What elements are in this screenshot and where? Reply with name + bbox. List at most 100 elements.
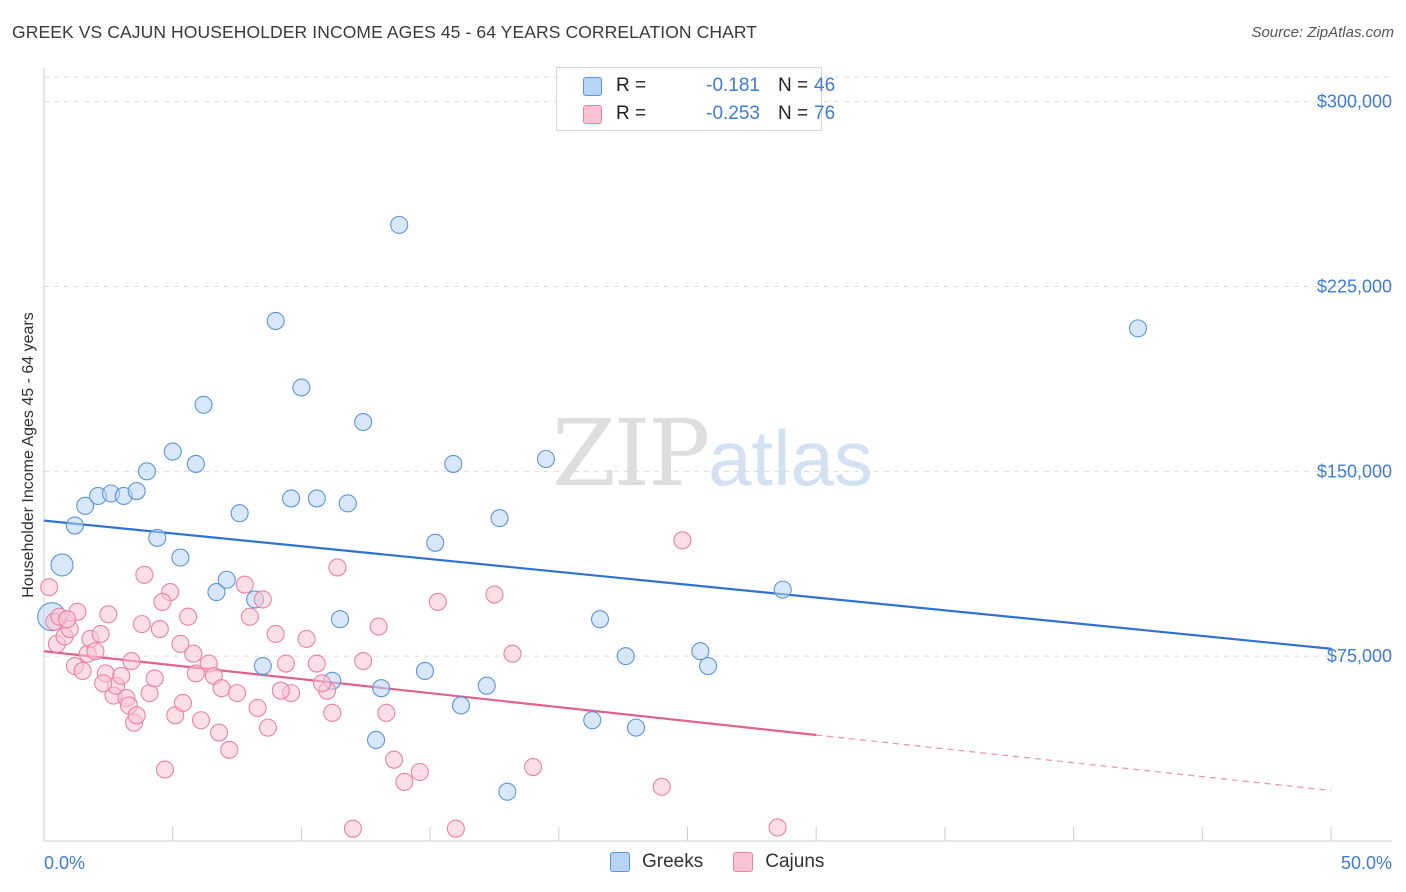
n-label: N =	[778, 75, 809, 96]
watermark: ZIPatlas	[552, 400, 873, 507]
legend-item-greeks[interactable]: Greeks	[610, 851, 703, 873]
y-tick-label: $75,000	[1327, 646, 1392, 666]
cajuns-point	[220, 740, 239, 759]
cajuns-point	[253, 590, 272, 609]
watermark-atlas: atlas	[708, 414, 873, 502]
greeks-point	[282, 489, 301, 508]
cajuns-point	[248, 698, 267, 717]
legend-row-greeks: R = -0.181 N = 46	[583, 72, 835, 100]
r-value: -0.253	[706, 103, 760, 124]
cajuns-point	[40, 578, 59, 597]
x-tick-label-min: 0.0%	[44, 853, 85, 873]
legend-label: Cajuns	[765, 851, 825, 872]
cajuns-point	[354, 652, 373, 671]
legend-row-cajuns: R = -0.253 N = 76	[583, 100, 835, 128]
cajuns-point	[235, 575, 254, 594]
cajuns-point	[271, 681, 290, 700]
cajuns-point	[212, 679, 231, 698]
cajuns-point	[228, 684, 247, 703]
data-points	[37, 215, 1147, 838]
trend-lines	[43, 519, 1332, 792]
cajuns-point	[485, 585, 504, 604]
greeks-point	[366, 730, 386, 750]
greeks-point	[292, 378, 311, 397]
cajuns-point	[132, 615, 151, 634]
cajuns-point	[150, 620, 169, 639]
greeks-trend-line	[43, 519, 1332, 650]
cajuns-point	[328, 558, 347, 577]
cajuns-point	[184, 644, 203, 663]
cajuns-point	[503, 644, 522, 663]
cajuns-point	[343, 819, 362, 838]
y-tick-label: $225,000	[1317, 276, 1392, 296]
greeks-point	[583, 711, 602, 730]
cajuns-point	[312, 674, 332, 693]
greeks-point	[171, 548, 190, 567]
greeks-point	[626, 718, 646, 737]
greeks-point	[186, 454, 205, 473]
greeks-point	[390, 215, 409, 234]
cajuns-point	[240, 607, 259, 626]
x-tick-label-max: 50.0%	[1341, 853, 1392, 873]
cajuns-point	[524, 758, 543, 777]
greeks-point	[536, 449, 555, 469]
greeks-point	[1128, 319, 1147, 338]
cajuns-point	[173, 693, 193, 713]
cajuns-point	[179, 607, 198, 626]
cajuns-point	[94, 674, 113, 693]
greeks-point	[217, 570, 236, 589]
greeks-point	[426, 533, 445, 552]
cajuns-point	[673, 531, 692, 550]
greeks-point	[372, 679, 391, 698]
greeks-point	[691, 642, 710, 661]
y-tick-label: $150,000	[1317, 461, 1392, 481]
greeks-point	[477, 676, 496, 695]
chart-title: GREEK VS CAJUN HOUSEHOLDER INCOME AGES 4…	[12, 22, 758, 42]
cajuns-point	[446, 819, 465, 838]
cajuns-point	[652, 777, 671, 796]
cajuns-point	[135, 565, 154, 584]
cajuns-trend-line	[43, 650, 817, 737]
cajuns-point	[385, 750, 404, 769]
stats-legend: R = -0.181 N = 46 R = -0.253 N = 76	[556, 67, 835, 131]
legend-item-cajuns[interactable]: Cajuns	[733, 851, 824, 873]
cajuns-point	[86, 642, 105, 661]
greeks-point	[207, 583, 226, 602]
legend-label: Greeks	[642, 851, 704, 872]
greeks-point	[266, 311, 285, 331]
watermark-zip: ZIP	[552, 400, 710, 507]
greeks-point	[330, 610, 350, 629]
cajuns-point	[99, 605, 118, 624]
y-axis-label: Householder Income Ages 45 - 64 years	[20, 312, 37, 598]
cajuns-point	[73, 661, 92, 680]
cajuns-trend-extension	[816, 734, 1332, 792]
cajuns-point	[127, 706, 146, 725]
cajuns-point	[395, 772, 414, 791]
greeks-point	[490, 509, 509, 528]
cajuns-point	[768, 818, 787, 837]
cajuns-swatch	[733, 852, 754, 872]
greeks-point	[773, 580, 792, 599]
cajuns-point	[369, 617, 388, 636]
gridlines	[44, 76, 1392, 657]
cajuns-point	[258, 718, 277, 737]
greeks-point	[451, 696, 471, 715]
cajuns-point	[323, 703, 342, 722]
r-label: R =	[616, 103, 647, 124]
cajuns-point	[155, 760, 175, 779]
cajuns-point	[153, 592, 172, 611]
cajuns-point	[377, 703, 396, 722]
axes	[43, 68, 1392, 842]
cajuns-point	[91, 624, 110, 644]
greeks-point	[50, 553, 74, 577]
cajuns-point	[58, 610, 77, 629]
cajuns-point	[428, 592, 447, 611]
greeks-point	[307, 489, 326, 508]
r-label: R =	[616, 75, 647, 96]
series-legend: Greeks Cajuns	[610, 851, 854, 873]
greeks-swatch	[610, 852, 630, 872]
tick-labels: $75,000 $150,000 $225,000 $300,000 0.0% 50.0%	[44, 92, 1392, 873]
greeks-point	[498, 782, 517, 801]
n-label: N =	[778, 103, 809, 124]
greeks-point	[230, 504, 249, 523]
